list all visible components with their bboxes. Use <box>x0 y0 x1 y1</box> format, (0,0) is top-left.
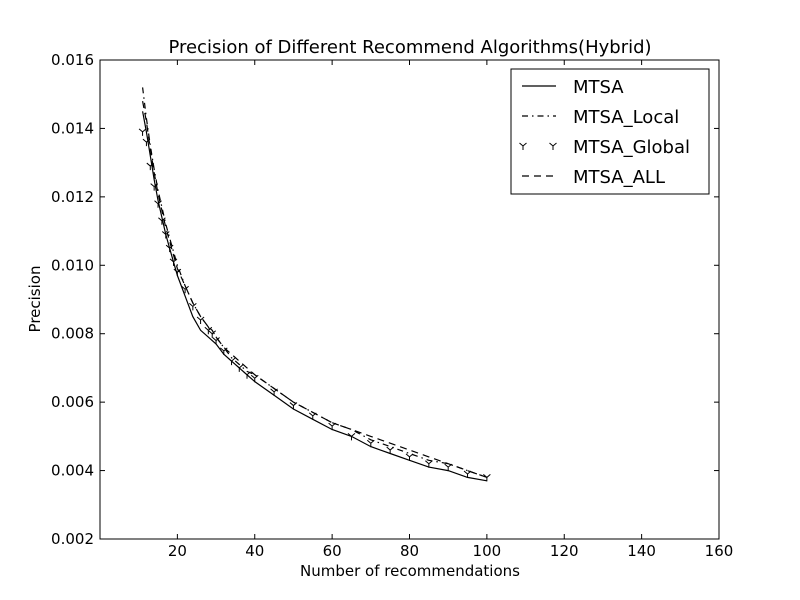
data-point <box>366 439 375 448</box>
data-point <box>243 371 251 379</box>
legend-mtsa-global-marker <box>549 142 557 150</box>
data-point <box>173 268 182 277</box>
x-axis-label: Number of recommendations <box>300 562 520 580</box>
series-mtsa-all-line <box>142 100 488 478</box>
x-tick-label: 20 <box>168 542 187 560</box>
data-point <box>208 330 217 338</box>
legend-mtsa-global-marker <box>519 142 527 150</box>
legend-mtsa-label: MTSA <box>573 77 624 98</box>
data-point <box>425 460 433 468</box>
data-point <box>250 374 259 383</box>
ticks-layer: 20 40 60 80 100 120 140 160 0.002 0.004 0.006 0.008… <box>51 51 733 560</box>
series-mtsa-local-line <box>142 87 488 478</box>
x-tick-label: 80 <box>400 542 419 560</box>
y-tick-label: 0.010 <box>51 256 94 274</box>
data-point <box>235 364 244 372</box>
x-tick-label: 120 <box>550 542 579 560</box>
x-tick-label: 60 <box>323 542 342 560</box>
legend-mtsa-global-label: MTSA_Global <box>573 137 690 158</box>
y-tick-label: 0.008 <box>51 325 94 343</box>
data-point <box>212 337 220 345</box>
y-tick-label: 0.016 <box>51 51 94 69</box>
y-tick-label: 0.012 <box>51 188 94 206</box>
x-tick-label: 40 <box>245 542 264 560</box>
x-tick-label: 160 <box>705 542 734 560</box>
y-axis-label: Precision <box>26 266 44 333</box>
y-tick-label: 0.004 <box>51 462 94 480</box>
legend: MTSA MTSA_Local MTSA_Global MTSA_ALL <box>510 68 710 195</box>
data-point <box>165 244 174 253</box>
data-point <box>227 357 236 366</box>
x-tick-label: 140 <box>627 542 656 560</box>
data-point <box>386 446 394 455</box>
data-point <box>270 388 278 396</box>
data-point <box>483 474 491 482</box>
data-point <box>161 231 170 239</box>
data-point <box>196 316 205 325</box>
legend-frame <box>510 68 710 195</box>
x-tick-label: 100 <box>473 542 502 560</box>
data-point <box>405 453 414 461</box>
data-point <box>138 128 147 136</box>
data-point <box>158 217 166 225</box>
legend-mtsa-local-label: MTSA_Local <box>573 107 679 128</box>
data-point <box>189 302 197 311</box>
series-layer <box>138 87 491 482</box>
legend-mtsa-all-label: MTSA_ALL <box>573 167 665 188</box>
data-point <box>169 258 178 266</box>
series-mtsa-global-markers <box>138 128 491 482</box>
data-point <box>181 285 189 294</box>
y-tick-label: 0.006 <box>51 393 94 411</box>
data-point <box>347 432 356 441</box>
chart-title: Precision of Different Recommend Algorit… <box>168 37 651 58</box>
y-tick-label: 0.014 <box>51 119 94 137</box>
y-tick-label: 0.002 <box>51 530 94 548</box>
